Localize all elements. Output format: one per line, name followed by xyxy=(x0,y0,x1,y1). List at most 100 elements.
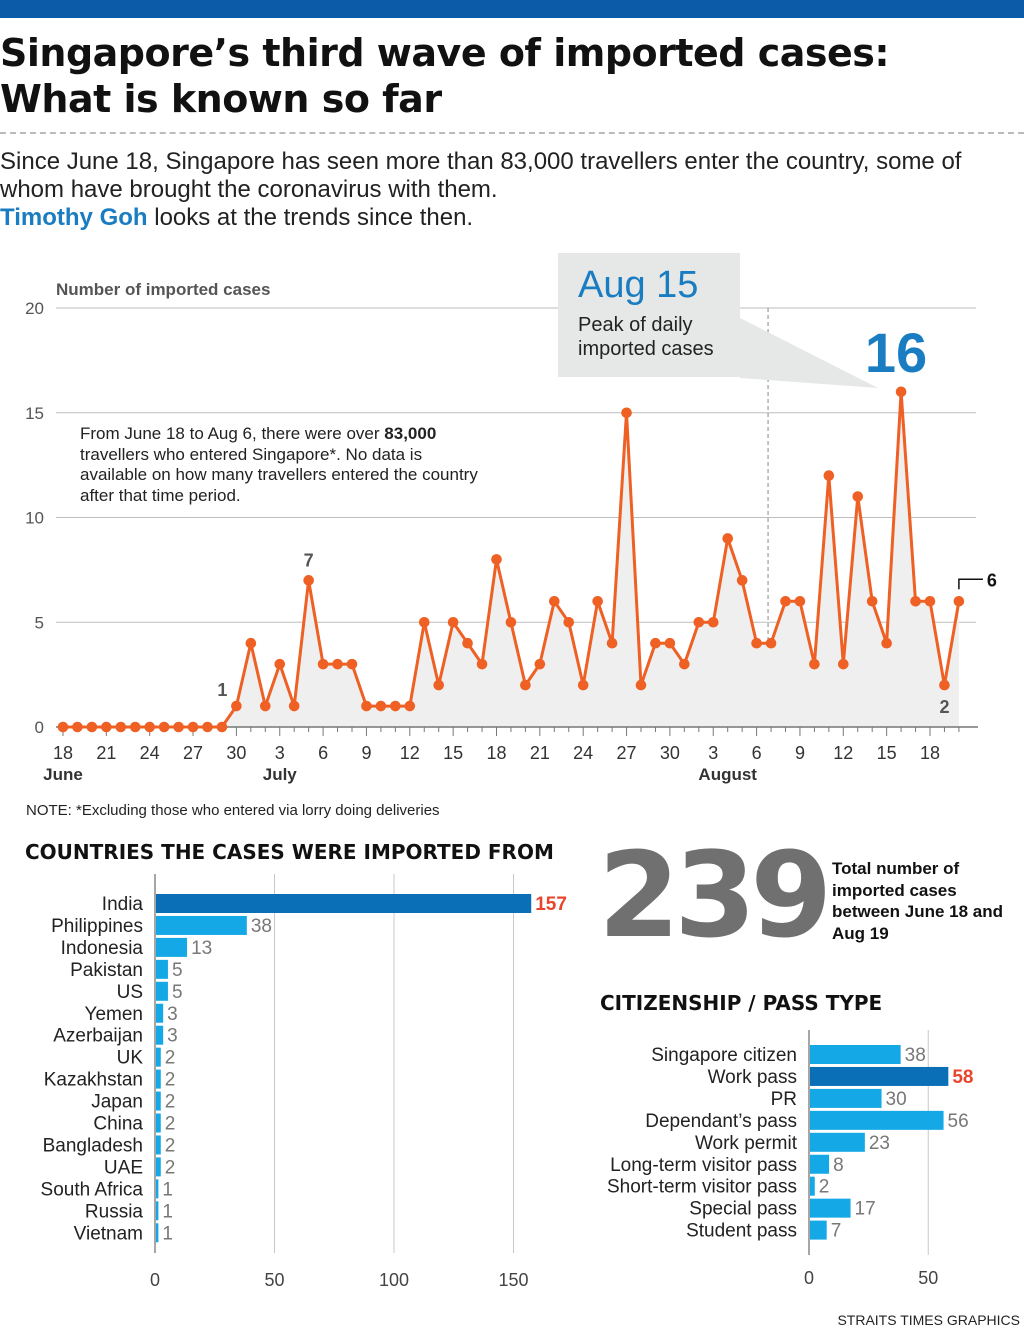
data-point xyxy=(86,721,98,733)
data-point xyxy=(433,679,445,691)
bar-value-label: 3 xyxy=(167,1026,178,1047)
bar xyxy=(810,1088,882,1108)
bar xyxy=(810,1110,944,1130)
x-tick-label: 15 xyxy=(443,743,463,763)
data-point xyxy=(346,658,358,670)
title-line-1: Singapore’s third wave of imported cases… xyxy=(0,31,890,75)
bar-x-tick-label: 150 xyxy=(498,1270,528,1290)
x-tick-label: 27 xyxy=(183,743,203,763)
title-line-2: What is known so far xyxy=(0,77,442,121)
bar xyxy=(810,1045,901,1064)
peak-callout-box xyxy=(558,253,740,377)
bar-category-label: Bangladesh xyxy=(43,1135,143,1156)
data-point xyxy=(231,700,242,712)
bar xyxy=(156,1223,159,1243)
data-point xyxy=(288,700,300,712)
x-tick-label: 6 xyxy=(318,743,328,763)
bar-value-label: 5 xyxy=(172,982,183,1003)
y-tick-label: 15 xyxy=(25,404,44,423)
bar xyxy=(156,981,168,1001)
cases-area-fill xyxy=(63,391,959,727)
x-tick-label: 27 xyxy=(617,743,637,763)
peak-value-label: 16 xyxy=(865,321,927,384)
bar xyxy=(156,1069,161,1089)
bar-value-label: 58 xyxy=(952,1067,973,1088)
point-annotation: 1 xyxy=(217,680,227,700)
bar-x-tick-label: 50 xyxy=(264,1270,284,1290)
bar xyxy=(156,1179,159,1199)
data-point xyxy=(707,616,719,628)
bar-value-label: 5 xyxy=(172,960,183,981)
data-point xyxy=(303,575,314,586)
x-tick-label: 30 xyxy=(226,743,246,763)
bar-category-label: Kazakhstan xyxy=(44,1070,143,1091)
bar-category-label: China xyxy=(93,1114,143,1135)
data-point xyxy=(650,637,661,649)
bar-category-label: Indonesia xyxy=(61,938,144,959)
peak-value-text: 16 xyxy=(865,321,927,384)
point-annotation: 6 xyxy=(987,570,997,590)
citizenship-bar-chart: 0 50 Singapore citizen 38 Work pass 58 PR 30 Dep… xyxy=(607,1030,973,1288)
callout-pointer xyxy=(740,318,878,388)
y-tick-label: 20 xyxy=(25,299,44,318)
line-chart-axis-title: Number of imported cases xyxy=(56,280,270,299)
data-point xyxy=(274,658,286,670)
data-point xyxy=(809,658,820,670)
x-tick-label: 21 xyxy=(530,743,550,763)
data-point xyxy=(563,616,575,628)
bar-category-label: Special pass xyxy=(689,1199,797,1220)
data-point xyxy=(838,658,849,670)
data-point xyxy=(679,658,690,670)
bar xyxy=(156,1003,164,1023)
data-point xyxy=(72,721,83,733)
data-point xyxy=(332,658,343,670)
x-tick-label: 12 xyxy=(400,743,420,763)
data-point xyxy=(635,679,647,691)
bar-value-label: 2 xyxy=(165,1070,176,1091)
total-cases-number: 239 xyxy=(598,826,832,964)
intro-paragraph: Since June 18, Singapore has seen more t… xyxy=(0,148,1000,232)
data-point xyxy=(390,700,401,712)
bar-value-label: 2 xyxy=(165,1157,176,1178)
data-point xyxy=(57,721,69,733)
data-point xyxy=(577,679,589,691)
bar-x-tick-label: 100 xyxy=(379,1270,409,1290)
data-point xyxy=(101,721,112,733)
data-point xyxy=(216,721,228,733)
data-point xyxy=(447,616,459,628)
data-point xyxy=(910,596,921,607)
data-point xyxy=(765,637,777,649)
annotation-leader xyxy=(958,578,983,590)
data-point xyxy=(144,721,155,733)
data-point xyxy=(823,470,835,481)
bar xyxy=(156,894,532,913)
bar-category-label: Work pass xyxy=(708,1067,797,1088)
bar xyxy=(156,1201,159,1221)
bar xyxy=(810,1176,815,1196)
bar-value-label: 3 xyxy=(167,1004,178,1025)
bar-value-label: 1 xyxy=(162,1179,173,1200)
x-tick-label: 24 xyxy=(140,743,160,763)
bar-x-tick-label: 0 xyxy=(804,1268,814,1288)
note-bold-number: 83,000 xyxy=(384,424,437,443)
month-label: June xyxy=(43,765,83,784)
data-point xyxy=(317,658,329,670)
bar xyxy=(156,1135,161,1155)
bar-category-label: Long-term visitor pass xyxy=(610,1155,797,1176)
bar-category-label: Student pass xyxy=(686,1221,797,1242)
data-point xyxy=(866,596,878,607)
y-tick-label: 0 xyxy=(35,718,44,737)
bar-x-tick-label: 0 xyxy=(150,1270,160,1290)
total-cases-label: Total number of imported cases between J… xyxy=(832,859,1003,943)
bar xyxy=(156,959,168,979)
y-tick-label: 10 xyxy=(25,509,44,528)
data-point xyxy=(939,679,950,691)
data-point xyxy=(736,575,748,586)
bar-value-label: 7 xyxy=(831,1221,842,1242)
data-point xyxy=(895,386,907,398)
bar-category-label: Short-term visitor pass xyxy=(607,1177,797,1198)
bar xyxy=(810,1066,949,1086)
data-point xyxy=(476,658,488,670)
x-tick-label: 18 xyxy=(920,743,940,763)
